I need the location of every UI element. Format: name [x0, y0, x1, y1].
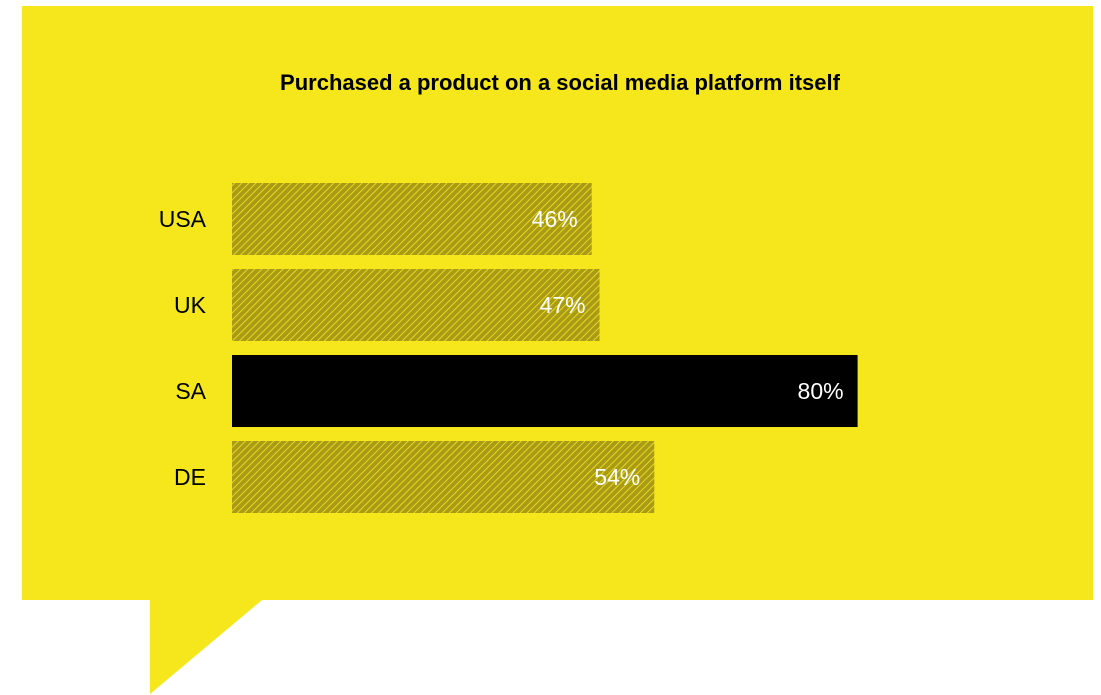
category-label-usa: USA [159, 206, 207, 232]
category-label-de: DE [174, 464, 206, 490]
value-label-usa: 46% [532, 206, 578, 232]
bar-sa [232, 355, 858, 427]
category-label-sa: SA [175, 378, 206, 404]
value-label-de: 54% [594, 464, 640, 490]
value-label-sa: 80% [798, 378, 844, 404]
speech-bubble-background [22, 6, 1093, 694]
bar-de [232, 441, 655, 513]
bar-group: USA 46% UK 47% SA 80% DE 54% [159, 183, 858, 513]
bar-usa [232, 183, 592, 255]
bar-uk [232, 269, 600, 341]
category-label-uk: UK [174, 292, 207, 318]
value-label-uk: 47% [539, 292, 585, 318]
chart-title: Purchased a product on a social media pl… [280, 70, 841, 95]
